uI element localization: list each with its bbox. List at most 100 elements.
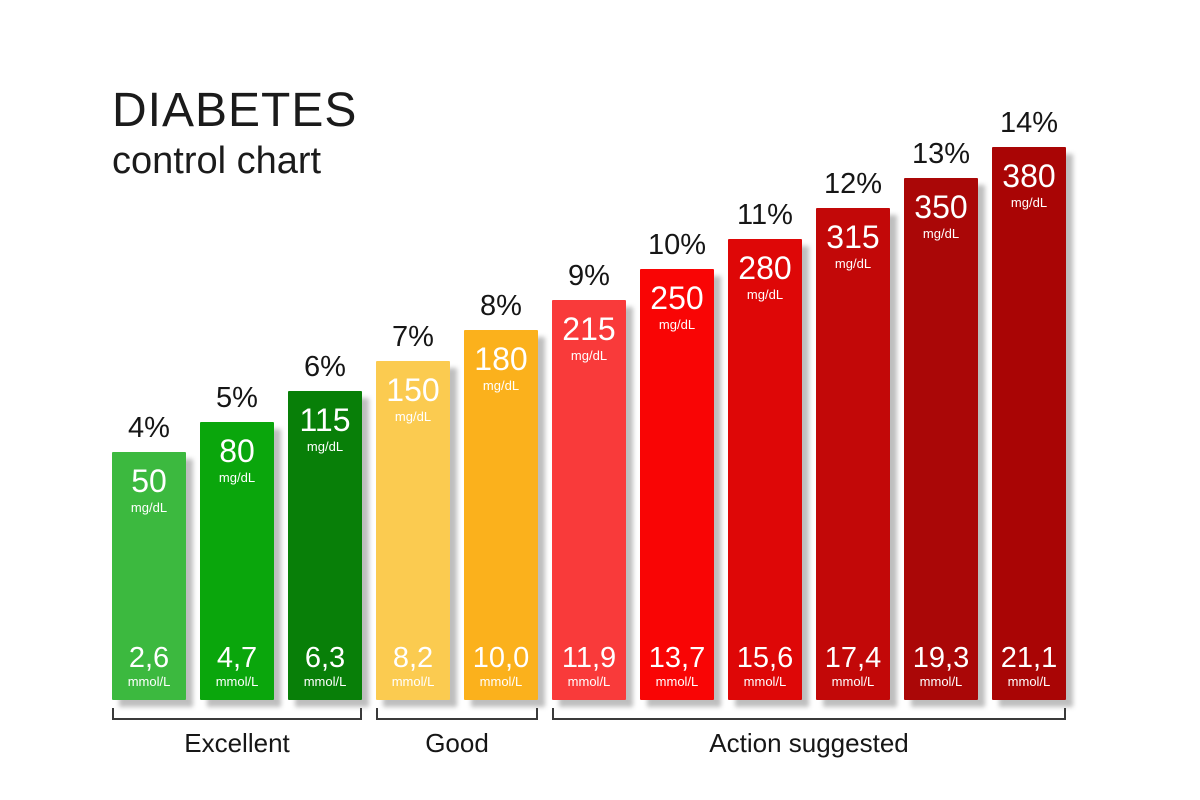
bar-column: 9% 215 mg/dL 11,9 mmol/L bbox=[552, 259, 626, 700]
group-label: Excellent bbox=[184, 728, 290, 758]
category-group: Excellent bbox=[112, 708, 362, 759]
bar-mmol-unit: mmol/L bbox=[479, 674, 523, 689]
bar-mmol-unit: mmol/L bbox=[391, 674, 435, 689]
bar-mmol-unit: mmol/L bbox=[303, 674, 347, 689]
bar: 115 mg/dL 6,3 mmol/L bbox=[288, 391, 362, 700]
bar-mgdl-value: 50 bbox=[131, 463, 167, 499]
bar: 250 mg/dL 13,7 mmol/L bbox=[640, 269, 714, 700]
bar-percent-label: 10% bbox=[647, 229, 707, 261]
bar-mgdl-value: 80 bbox=[219, 432, 255, 469]
bar-mgdl-block: 115 mg/dL bbox=[299, 404, 350, 455]
bar-mmol-block: 10,0 mmol/L bbox=[473, 643, 529, 690]
bar-mgdl-block: 380 mg/dL bbox=[1002, 160, 1055, 211]
bar: 280 mg/dL 15,6 mmol/L bbox=[728, 238, 802, 700]
bar: 215 mg/dL 11,9 mmol/L bbox=[552, 299, 626, 700]
bar-mgdl-value: 250 bbox=[650, 280, 704, 316]
bar-mgdl-unit: mg/dL bbox=[130, 500, 168, 515]
bar-mgdl-value: 115 bbox=[299, 402, 351, 438]
bar-percent-label: 11% bbox=[737, 198, 793, 231]
bar-mgdl-unit: mg/dL bbox=[746, 286, 784, 302]
bar-mgdl-unit: mg/dL bbox=[922, 225, 960, 241]
bar-mgdl-unit: mg/dL bbox=[1010, 195, 1048, 210]
bar: 50 mg/dL 2,6 mmol/L bbox=[112, 452, 186, 700]
bar-percent-label: 9% bbox=[568, 259, 610, 292]
chart-title: DIABETES bbox=[112, 84, 358, 137]
bar-column: 7% 150 mg/dL 8,2 mmol/L bbox=[376, 320, 450, 700]
bar-percent-label: 13% bbox=[911, 137, 971, 170]
bar-mmol-block: 2,6 mmol/L bbox=[128, 643, 171, 690]
bar-mgdl-value: 315 bbox=[826, 219, 880, 255]
bar-mmol-value: 21,1 bbox=[1000, 642, 1058, 674]
bar-mgdl-block: 215 mg/dL bbox=[562, 313, 615, 364]
bar-mgdl-value: 380 bbox=[1002, 158, 1056, 194]
bar-mmol-value: 11,9 bbox=[561, 642, 617, 674]
bar-mmol-value: 10,0 bbox=[472, 642, 530, 674]
bar-mmol-value: 15,6 bbox=[736, 642, 794, 674]
bar-column: 4% 50 mg/dL 2,6 mmol/L bbox=[112, 412, 186, 700]
bar: 150 mg/dL 8,2 mmol/L bbox=[376, 360, 450, 700]
group-label: Good bbox=[425, 728, 489, 758]
bar-mgdl-block: 80 mg/dL bbox=[219, 435, 255, 486]
bar-column: 5% 80 mg/dL 4,7 mmol/L bbox=[200, 381, 274, 700]
bar-mgdl-block: 350 mg/dL bbox=[914, 191, 967, 242]
bar-mmol-block: 17,4 mmol/L bbox=[825, 643, 881, 690]
bar-mmol-block: 13,7 mmol/L bbox=[649, 643, 705, 690]
bar-mmol-block: 21,1 mmol/L bbox=[1001, 643, 1057, 690]
bar-mmol-block: 4,7 mmol/L bbox=[216, 643, 259, 690]
group-bracket bbox=[376, 708, 538, 720]
bar: 80 mg/dL 4,7 mmol/L bbox=[200, 421, 274, 700]
group-bracket bbox=[112, 708, 362, 720]
bar-mgdl-unit: mg/dL bbox=[570, 347, 608, 363]
bar: 380 mg/dL 21,1 mmol/L bbox=[992, 147, 1066, 700]
bar-mmol-block: 11,9 mmol/L bbox=[562, 643, 616, 690]
bars-area: 4% 50 mg/dL 2,6 mmol/L 5% 80 mg/dL 4,7 m… bbox=[112, 100, 1066, 700]
bar-mgdl-block: 250 mg/dL bbox=[650, 282, 703, 333]
bar-percent-label: 5% bbox=[216, 381, 258, 414]
bar-mmol-unit: mmol/L bbox=[831, 674, 875, 689]
bar-percent-label: 7% bbox=[392, 320, 434, 353]
bar-mgdl-unit: mg/dL bbox=[394, 408, 432, 424]
bar-mgdl-block: 150 mg/dL bbox=[386, 374, 439, 425]
bar-mmol-value: 19,3 bbox=[912, 642, 970, 674]
bar-mmol-block: 15,6 mmol/L bbox=[737, 643, 793, 690]
bar-mgdl-unit: mg/dL bbox=[834, 256, 872, 271]
bar-mmol-value: 2,6 bbox=[128, 642, 170, 674]
bar-column: 11% 280 mg/dL 15,6 mmol/L bbox=[728, 198, 802, 700]
bar-percent-label: 14% bbox=[999, 107, 1059, 139]
category-group: Action suggested bbox=[552, 708, 1066, 759]
bar-mmol-value: 17,4 bbox=[824, 642, 882, 674]
bar: 315 mg/dL 17,4 mmol/L bbox=[816, 208, 890, 700]
bar-mmol-unit: mmol/L bbox=[655, 674, 699, 689]
bar-mgdl-unit: mg/dL bbox=[218, 469, 256, 485]
chart-subtitle: control chart bbox=[112, 140, 322, 182]
bar-column: 14% 380 mg/dL 21,1 mmol/L bbox=[992, 107, 1066, 700]
bar-column: 13% 350 mg/dL 19,3 mmol/L bbox=[904, 137, 978, 700]
bar-mmol-value: 6,3 bbox=[304, 642, 346, 674]
bar-mgdl-unit: mg/dL bbox=[658, 317, 696, 332]
group-bracket bbox=[552, 708, 1066, 720]
chart-title-block: DIABETES control chart bbox=[112, 84, 357, 184]
category-group: Good bbox=[376, 708, 538, 759]
bar-column: 8% 180 mg/dL 10,0 mmol/L bbox=[464, 290, 538, 700]
bar-mgdl-value: 350 bbox=[914, 188, 968, 225]
bar-column: 12% 315 mg/dL 17,4 mmol/L bbox=[816, 168, 890, 700]
bar-mgdl-value: 215 bbox=[562, 310, 616, 347]
bar-mgdl-value: 280 bbox=[738, 249, 792, 286]
bar-mgdl-block: 50 mg/dL bbox=[131, 465, 167, 516]
bar-mmol-value: 4,7 bbox=[216, 642, 258, 674]
bar-mmol-unit: mmol/L bbox=[215, 674, 259, 689]
bar-mmol-unit: mmol/L bbox=[567, 674, 611, 689]
bar-mmol-value: 8,2 bbox=[392, 642, 434, 674]
bar-mmol-block: 6,3 mmol/L bbox=[304, 643, 347, 690]
bar-mgdl-value: 180 bbox=[474, 341, 528, 377]
bar-mgdl-block: 180 mg/dL bbox=[474, 343, 527, 394]
group-brackets-area: Excellent Good Action suggested bbox=[112, 708, 1072, 788]
bar-column: 6% 115 mg/dL 6,3 mmol/L bbox=[288, 351, 362, 700]
bar-mgdl-value: 150 bbox=[386, 371, 440, 408]
bar-percent-label: 8% bbox=[480, 290, 522, 322]
bar: 180 mg/dL 10,0 mmol/L bbox=[464, 330, 538, 700]
bar-mmol-value: 13,7 bbox=[648, 642, 706, 674]
bar-mmol-block: 19,3 mmol/L bbox=[913, 643, 969, 690]
bar-column: 10% 250 mg/dL 13,7 mmol/L bbox=[640, 229, 714, 700]
